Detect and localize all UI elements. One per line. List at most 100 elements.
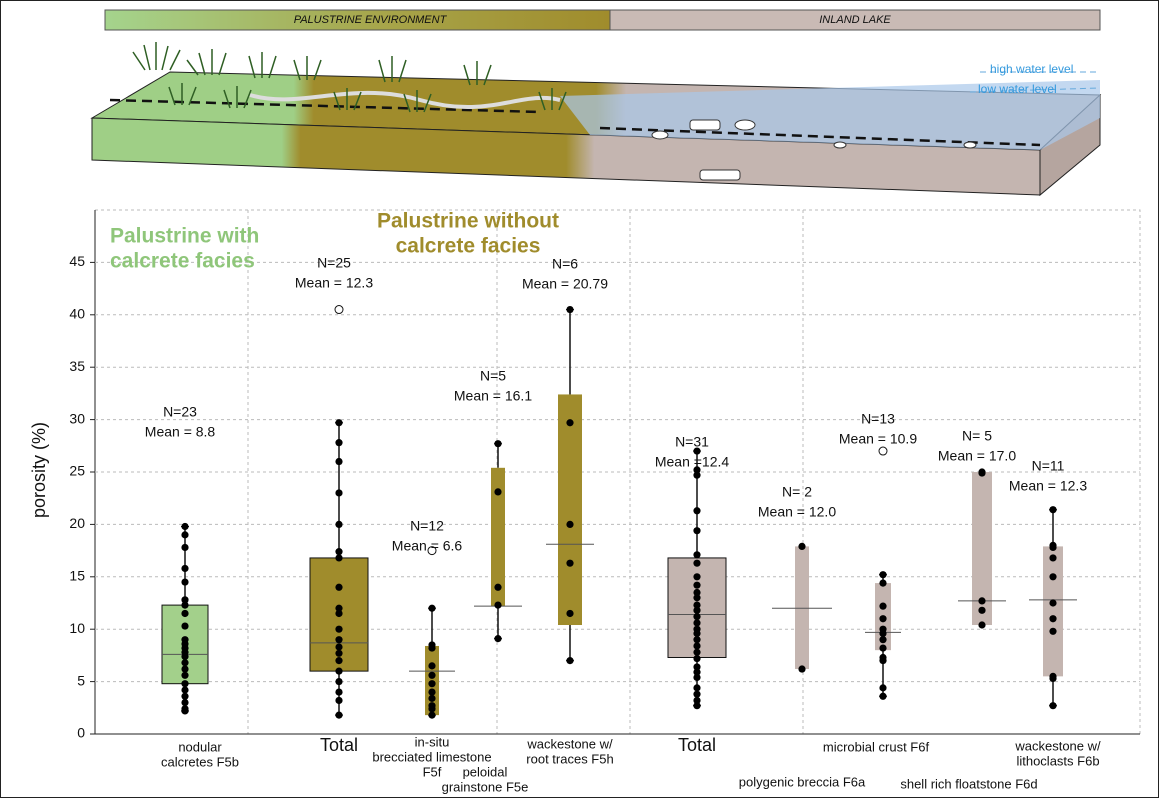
n-label: N= 5: [962, 428, 992, 444]
outlier: [334, 305, 344, 315]
data-point: [879, 629, 887, 637]
mean-label: Mean = 12.3: [295, 275, 373, 291]
box-group: N=31 Mean =12.4 Total: [655, 434, 730, 755]
mean-label: Mean =12.4: [655, 454, 730, 470]
n-label: N=23: [163, 404, 197, 420]
y-tick-label: 35: [69, 358, 85, 374]
data-point: [879, 579, 887, 587]
mean-label: Mean = 12.3: [1009, 478, 1087, 494]
data-point: [335, 636, 343, 644]
data-point: [693, 606, 701, 614]
data-point: [181, 622, 189, 630]
data-point: [181, 671, 189, 679]
outlier: [878, 446, 888, 456]
data-point: [428, 705, 436, 713]
box-group: N=11 Mean = 12.3 wackestone w/lithoclasts …: [1009, 458, 1101, 769]
data-point: [978, 621, 986, 629]
data-point: [335, 489, 343, 497]
data-point: [879, 657, 887, 665]
y-tick-label: 15: [69, 568, 85, 584]
data-point: [798, 542, 806, 551]
y-tick-label: 40: [69, 306, 85, 322]
x-tick-label: brecciated limestone: [372, 749, 491, 764]
y-tick-label: 10: [69, 620, 85, 636]
x-tick-label: calcretes F5b: [161, 754, 239, 769]
n-label: N=12: [410, 518, 444, 534]
data-point: [798, 665, 806, 673]
x-tick-label: peloidal: [463, 764, 508, 779]
data-point: [335, 554, 343, 562]
data-point: [693, 668, 701, 676]
data-point: [879, 615, 887, 623]
data-point: [181, 665, 189, 673]
data-point: [566, 419, 574, 427]
data-point: [1049, 599, 1057, 607]
water-level-label: high water level: [990, 62, 1073, 76]
data-point: [181, 596, 189, 604]
mean-label: Mean = 17.0: [938, 448, 1016, 464]
data-point: [494, 635, 502, 643]
data-point: [1049, 554, 1057, 562]
data-point: [978, 606, 986, 614]
data-point: [978, 469, 986, 477]
water: [560, 80, 1100, 150]
box-group: N=6 Mean = 20.79 wackestone w/root traces …: [522, 256, 614, 767]
mean-label: Mean = 8.8: [145, 424, 216, 440]
x-tick-label: Total: [320, 735, 358, 755]
mean-label: Mean = 10.9: [839, 431, 917, 447]
outlier: [427, 546, 437, 556]
data-point: [494, 601, 502, 609]
data-point: [181, 564, 189, 573]
data-point: [428, 688, 436, 696]
data-point: [566, 520, 574, 529]
data-point: [428, 662, 436, 670]
data-point: [428, 694, 436, 702]
data-point: [1049, 543, 1057, 552]
group-title: calcrete facies: [396, 235, 541, 258]
data-point: [693, 588, 701, 597]
y-tick-label: 45: [69, 253, 85, 269]
data-point: [693, 447, 701, 455]
group-title: Palustrine with: [110, 225, 259, 248]
box: [558, 394, 582, 626]
x-tick-label: Total: [678, 735, 716, 755]
n-label: N=25: [317, 255, 351, 271]
data-point: [335, 520, 343, 529]
y-tick-label: 30: [69, 410, 85, 426]
lake-features: [651, 119, 977, 181]
n-label: N=13: [861, 411, 895, 427]
box-group: N=13 Mean = 10.9 microbial crust F6f: [823, 411, 930, 755]
data-point: [1049, 674, 1057, 683]
data-point: [494, 583, 502, 591]
x-tick-label: nodular: [178, 739, 222, 754]
data-point: [879, 684, 887, 692]
data-point: [978, 597, 986, 605]
channel: [249, 90, 561, 109]
data-point: [335, 419, 343, 427]
mean-label: Mean = 16.1: [454, 388, 532, 404]
data-point: [181, 652, 189, 661]
data-point: [428, 644, 436, 652]
zone-label: PALUSTRINE ENVIRONMENT: [294, 14, 448, 26]
data-point: [879, 571, 887, 579]
data-point: [494, 488, 502, 496]
data-point: [335, 649, 343, 657]
zone-label: INLAND LAKE: [819, 14, 891, 26]
data-point: [693, 663, 701, 671]
block-diagram: PALUSTRINE ENVIRONMENT INLAND LAKE high …: [90, 9, 1102, 197]
y-axis-title: porosity (%): [29, 422, 49, 518]
mean-label: Mean = 12.0: [758, 504, 836, 520]
data-point: [566, 305, 574, 314]
data-point: [428, 671, 436, 679]
data-point: [335, 583, 343, 591]
group-title: calcrete facies: [110, 250, 255, 273]
data-point: [1049, 702, 1057, 710]
data-point: [693, 684, 701, 692]
data-point: [494, 440, 502, 448]
box-group: N=25 Mean = 12.3 Total: [295, 255, 373, 755]
water-line: [969, 87, 1101, 93]
data-point: [693, 702, 701, 710]
data-point: [335, 667, 343, 675]
